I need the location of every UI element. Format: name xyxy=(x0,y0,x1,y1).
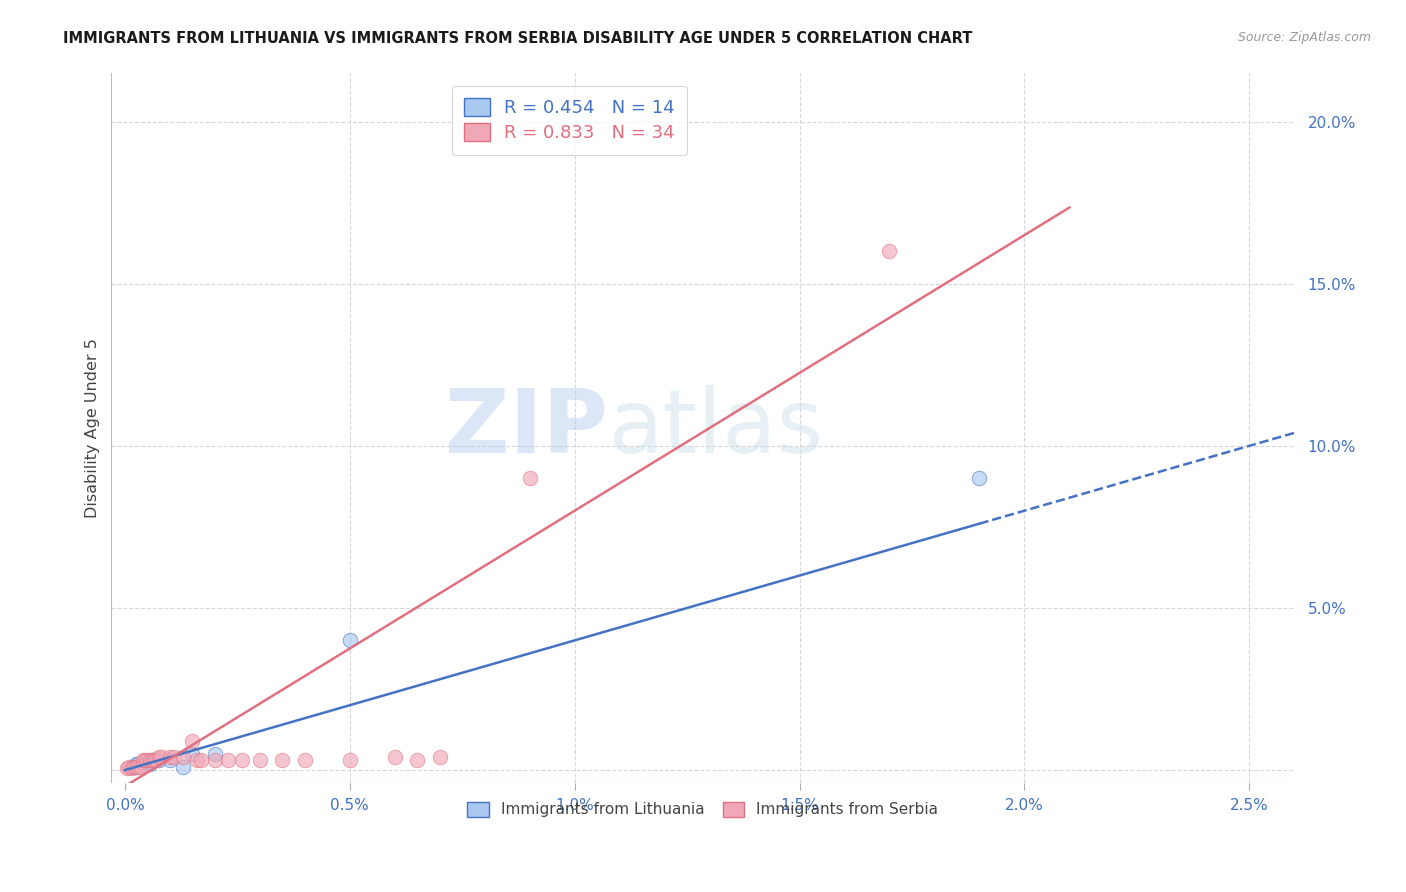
Point xyxy=(172,750,194,764)
Point xyxy=(159,753,181,767)
Point xyxy=(181,734,204,748)
Point xyxy=(143,753,166,767)
Point xyxy=(406,753,429,767)
Text: ZIP: ZIP xyxy=(446,384,609,472)
Point xyxy=(138,753,160,767)
Point xyxy=(271,753,294,767)
Point xyxy=(172,760,194,774)
Point xyxy=(339,753,361,767)
Text: atlas: atlas xyxy=(609,384,824,472)
Point xyxy=(127,760,149,774)
Point xyxy=(145,753,167,767)
Legend: Immigrants from Lithuania, Immigrants from Serbia: Immigrants from Lithuania, Immigrants fr… xyxy=(460,794,946,825)
Point xyxy=(121,761,143,775)
Point xyxy=(190,753,212,767)
Point xyxy=(217,753,239,767)
Point xyxy=(294,753,316,767)
Point xyxy=(125,756,148,771)
Point xyxy=(186,753,208,767)
Point xyxy=(121,760,143,774)
Point xyxy=(519,471,541,485)
Point xyxy=(129,760,152,774)
Point xyxy=(163,750,186,764)
Text: Source: ZipAtlas.com: Source: ZipAtlas.com xyxy=(1237,31,1371,45)
Point xyxy=(249,753,271,767)
Point xyxy=(134,758,156,772)
Point xyxy=(429,750,451,764)
Point xyxy=(181,747,204,761)
Point xyxy=(148,750,170,764)
Point xyxy=(969,471,991,485)
Point xyxy=(204,753,226,767)
Text: IMMIGRANTS FROM LITHUANIA VS IMMIGRANTS FROM SERBIA DISABILITY AGE UNDER 5 CORRE: IMMIGRANTS FROM LITHUANIA VS IMMIGRANTS … xyxy=(63,31,973,46)
Point xyxy=(115,761,138,775)
Point xyxy=(159,750,181,764)
Point xyxy=(132,753,155,767)
Point xyxy=(204,747,226,761)
Point xyxy=(384,750,406,764)
Point xyxy=(231,753,253,767)
Point xyxy=(118,760,141,774)
Point xyxy=(141,753,163,767)
Point xyxy=(125,760,148,774)
Point xyxy=(879,244,901,259)
Point xyxy=(134,753,156,767)
Point xyxy=(136,753,159,767)
Point xyxy=(149,750,172,764)
Point xyxy=(127,756,149,771)
Point xyxy=(339,633,361,648)
Point xyxy=(143,753,166,767)
Point xyxy=(138,756,160,771)
Point xyxy=(141,753,163,767)
Y-axis label: Disability Age Under 5: Disability Age Under 5 xyxy=(86,338,100,518)
Point xyxy=(122,760,145,774)
Point xyxy=(148,753,170,767)
